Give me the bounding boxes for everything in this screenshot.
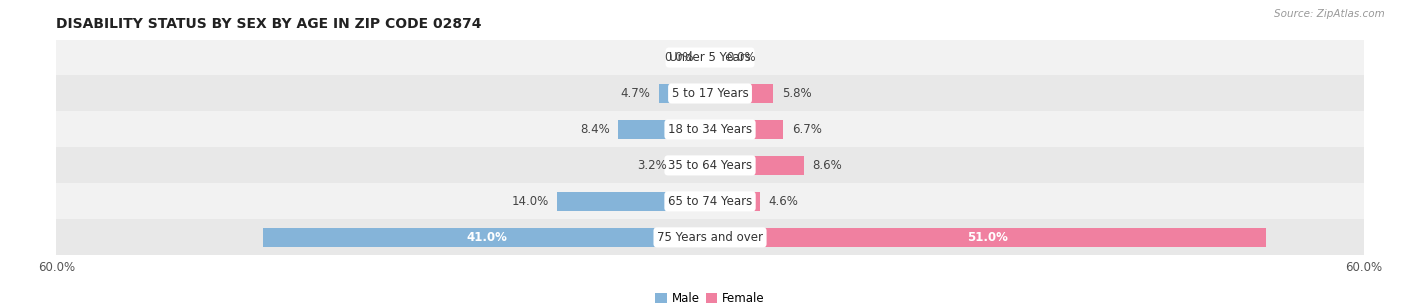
Text: 0.0%: 0.0% — [727, 51, 756, 64]
Bar — [263, 228, 710, 247]
Text: 3.2%: 3.2% — [637, 159, 666, 172]
Text: Under 5 Years: Under 5 Years — [669, 51, 751, 64]
Bar — [558, 192, 710, 211]
Text: 14.0%: 14.0% — [512, 195, 548, 208]
Text: 8.6%: 8.6% — [813, 159, 842, 172]
Bar — [710, 192, 761, 211]
Bar — [710, 228, 1265, 247]
Bar — [659, 84, 710, 103]
Text: 5 to 17 Years: 5 to 17 Years — [672, 87, 748, 100]
Text: 5.8%: 5.8% — [782, 87, 811, 100]
Legend: Male, Female: Male, Female — [651, 288, 769, 304]
Text: 18 to 34 Years: 18 to 34 Years — [668, 123, 752, 136]
Bar — [56, 112, 1364, 147]
Text: 51.0%: 51.0% — [967, 231, 1008, 244]
Text: 4.6%: 4.6% — [769, 195, 799, 208]
Text: 4.7%: 4.7% — [620, 87, 650, 100]
Text: 35 to 64 Years: 35 to 64 Years — [668, 159, 752, 172]
Text: 65 to 74 Years: 65 to 74 Years — [668, 195, 752, 208]
Text: 8.4%: 8.4% — [581, 123, 610, 136]
Bar — [710, 120, 783, 139]
Bar — [619, 120, 710, 139]
Text: 75 Years and over: 75 Years and over — [657, 231, 763, 244]
Bar — [56, 147, 1364, 183]
Bar — [56, 75, 1364, 112]
Bar — [56, 40, 1364, 75]
Bar — [56, 183, 1364, 219]
Bar — [56, 219, 1364, 255]
Bar — [710, 84, 773, 103]
Bar — [675, 156, 710, 175]
Text: 6.7%: 6.7% — [792, 123, 821, 136]
Bar — [710, 156, 804, 175]
Text: 0.0%: 0.0% — [664, 51, 693, 64]
Text: DISABILITY STATUS BY SEX BY AGE IN ZIP CODE 02874: DISABILITY STATUS BY SEX BY AGE IN ZIP C… — [56, 17, 482, 31]
Text: 41.0%: 41.0% — [467, 231, 508, 244]
Text: Source: ZipAtlas.com: Source: ZipAtlas.com — [1274, 9, 1385, 19]
